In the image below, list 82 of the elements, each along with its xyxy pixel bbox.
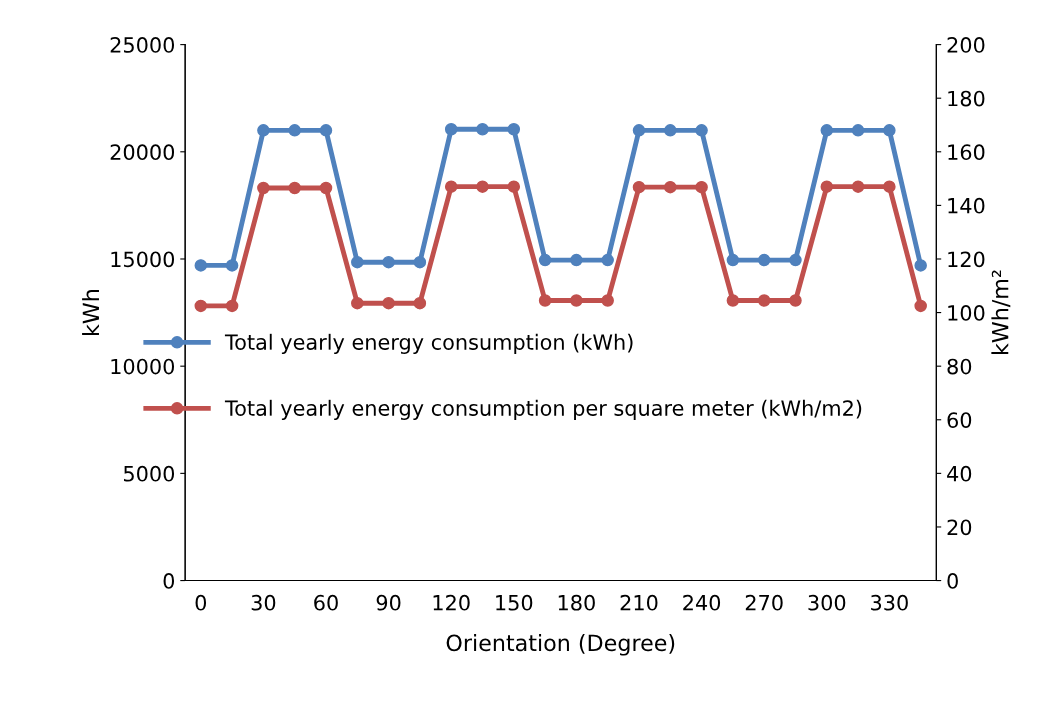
- point: [507, 180, 521, 193]
- point: [413, 255, 427, 269]
- point: [319, 124, 333, 137]
- y-tick-label: 5000: [124, 465, 175, 482]
- y2-tick-label: 100: [948, 305, 985, 321]
- legend-label: Total yearly energy consumption (kWh): [224, 333, 633, 354]
- point: [538, 253, 552, 267]
- y-axis-title: kWh: [82, 290, 99, 336]
- point: [695, 180, 708, 194]
- point: [664, 124, 677, 137]
- point: [914, 299, 927, 313]
- y2-tick-label: 200: [947, 37, 985, 53]
- x-tick-label: 210: [620, 594, 658, 611]
- point: [601, 253, 614, 267]
- point: [726, 294, 740, 307]
- x-tick-label: 150: [496, 594, 533, 611]
- point: [476, 180, 489, 193]
- x-tick-label: 330: [871, 594, 908, 611]
- y2-tick-label: 40: [947, 465, 972, 482]
- point: [757, 294, 771, 307]
- y-tick-label: 20000: [110, 144, 175, 161]
- x-tick-label: 30: [251, 594, 276, 611]
- point: [319, 181, 333, 195]
- point: [789, 253, 802, 267]
- y2-tick-label: 120: [948, 251, 985, 268]
- point: [883, 180, 896, 193]
- point: [476, 123, 489, 136]
- x-tick-label: 270: [745, 594, 783, 611]
- y-tick-label: 25000: [110, 37, 175, 53]
- x-tick-label: 60: [314, 594, 338, 611]
- y-tick-label: 0: [163, 573, 175, 589]
- point: [757, 253, 771, 267]
- x-tick-label: 180: [558, 594, 595, 611]
- x-tick-label: 0: [195, 594, 207, 611]
- x-axis-title: Orientation (Degree): [446, 634, 675, 656]
- point: [570, 253, 583, 267]
- legend-label: Total yearly energy consumption per square meter (kWh/m2): [224, 399, 862, 420]
- point: [257, 181, 270, 195]
- point: [570, 294, 583, 307]
- y2-tick-label: 60: [947, 412, 972, 428]
- point: [507, 123, 521, 136]
- point: [820, 124, 834, 137]
- point: [914, 259, 927, 272]
- x-tick-label: 300: [808, 594, 846, 611]
- point: [632, 124, 646, 137]
- point: [257, 124, 270, 137]
- point: [413, 296, 427, 310]
- x-tick-label: 240: [683, 594, 721, 611]
- y2-tick-label: 0: [947, 573, 958, 589]
- y-tick-label: 10000: [111, 358, 175, 375]
- point: [351, 255, 364, 269]
- point: [789, 294, 802, 307]
- point: [382, 255, 395, 269]
- point: [601, 294, 614, 307]
- point: [225, 299, 239, 313]
- point: [194, 299, 208, 313]
- point: [444, 180, 458, 193]
- point: [851, 180, 865, 193]
- point: [225, 259, 239, 272]
- point: [194, 259, 208, 272]
- y2-tick-label: 160: [948, 144, 985, 161]
- point: [288, 124, 301, 137]
- point: [820, 180, 834, 193]
- point: [538, 294, 552, 307]
- x-tick-label: 90: [376, 594, 401, 611]
- point: [664, 180, 677, 194]
- y2-tick-label: 20: [947, 519, 972, 536]
- point: [883, 124, 896, 137]
- point: [382, 296, 395, 310]
- y2-tick-label: 80: [947, 358, 972, 375]
- x-tick-label: 120: [433, 594, 470, 611]
- point: [695, 124, 708, 137]
- y2-axis-title: kWh/m²: [991, 270, 1011, 355]
- y2-tick-label: 180: [948, 90, 985, 107]
- y2-tick-label: 140: [948, 197, 985, 214]
- point: [632, 180, 646, 194]
- point: [288, 181, 301, 195]
- point: [351, 296, 364, 310]
- point: [444, 123, 458, 136]
- point: [851, 124, 865, 137]
- point: [726, 253, 740, 267]
- y-tick-label: 15000: [111, 251, 175, 268]
